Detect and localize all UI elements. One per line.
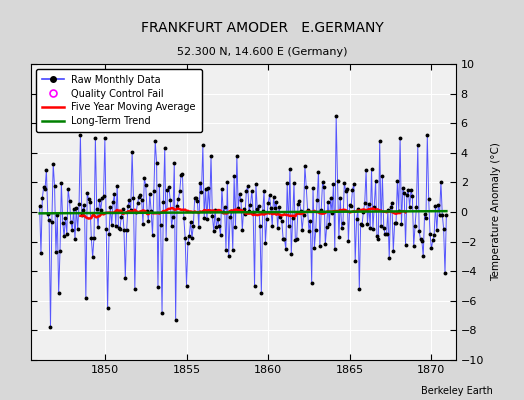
Legend: Raw Monthly Data, Quality Control Fail, Five Year Moving Average, Long-Term Tren: Raw Monthly Data, Quality Control Fail, …	[36, 69, 202, 132]
Y-axis label: Temperature Anomaly (°C): Temperature Anomaly (°C)	[491, 142, 501, 282]
Text: 52.300 N, 14.600 E (Germany): 52.300 N, 14.600 E (Germany)	[177, 47, 347, 57]
Text: FRANKFURT AMODER   E.GERMANY: FRANKFURT AMODER E.GERMANY	[140, 21, 384, 35]
Text: Berkeley Earth: Berkeley Earth	[421, 386, 493, 396]
